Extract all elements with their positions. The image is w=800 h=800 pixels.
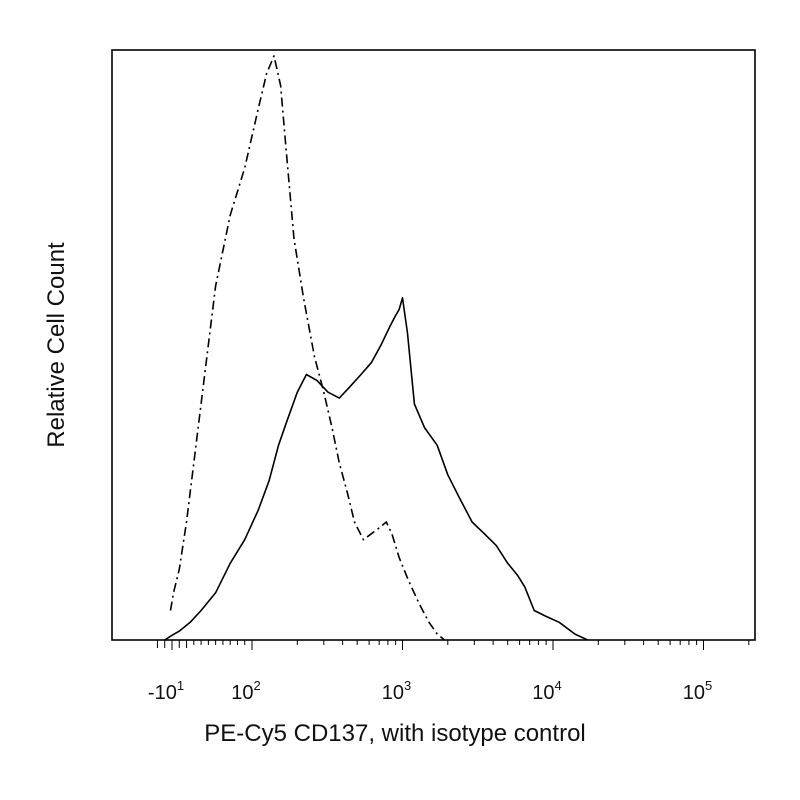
x-tick-label-exponent: 3: [404, 678, 411, 693]
x-tick-label-base: 10: [532, 682, 554, 704]
x-tick-label: 105: [683, 678, 712, 704]
x-tick-label: 103: [382, 678, 411, 704]
x-axis-label: PE-Cy5 CD137, with isotype control: [204, 720, 586, 747]
isotype-control-curve: [169, 55, 446, 641]
x-tick-label-exponent: 4: [555, 678, 562, 693]
x-tick-label-base: 10: [683, 682, 705, 704]
series-layer: [164, 55, 589, 641]
cd137-stained-curve: [164, 297, 589, 641]
y-axis-label: Relative Cell Count: [43, 242, 70, 448]
x-tick-label-exponent: 2: [254, 678, 261, 693]
x-tick-label-exponent: 1: [177, 678, 184, 693]
x-tick-label-base: 10: [231, 682, 253, 704]
x-tick-label: 102: [231, 678, 260, 704]
x-tick-label-exponent: 5: [705, 678, 712, 693]
x-tick-label-base: 10: [382, 682, 404, 704]
x-tick-label: -101: [148, 678, 184, 704]
x-tick-label: 104: [532, 678, 561, 704]
x-axis-tick-labels: -101 102 103 104 105: [148, 678, 712, 704]
x-axis-ticks: [156, 640, 750, 650]
plot-frame: [111, 49, 756, 641]
x-tick-label-base: -10: [148, 682, 177, 704]
